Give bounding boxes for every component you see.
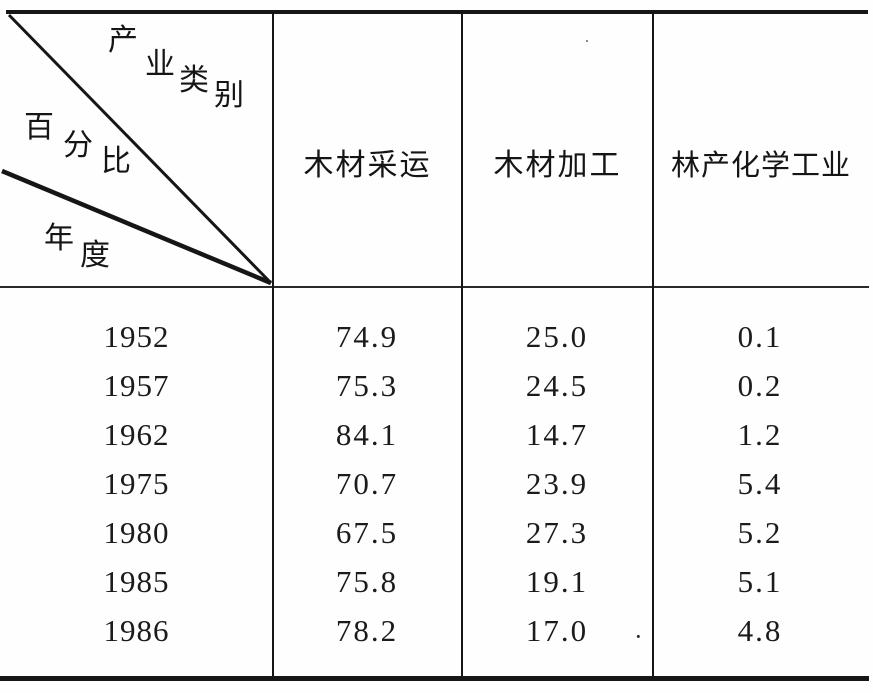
column-header-timber-harvesting: 木材采运 <box>303 149 432 182</box>
year-cell: 1957 <box>103 368 170 403</box>
corner-label-category-char: 产 <box>108 24 138 57</box>
value-cell: 0.1 <box>737 319 783 354</box>
table-row: 1980 67.5 27.3 5.2 <box>0 509 873 557</box>
corner-label-percent-char: 比 <box>101 145 131 178</box>
column-divider-2 <box>461 12 463 678</box>
year-cell: 1962 <box>103 417 170 452</box>
corner-diagonal-lower <box>1 168 272 286</box>
value-cell: 4.8 <box>737 613 783 648</box>
table-row: 1986 78.2 17.0 4.8 <box>0 607 873 655</box>
corner-label-category-char: 业 <box>145 48 175 81</box>
value-cell: 78.2 <box>335 613 399 648</box>
value-cell: 70.7 <box>335 466 399 501</box>
value-cell: 75.3 <box>335 368 399 403</box>
corner-diagonal-upper <box>7 13 273 285</box>
value-cell: 84.1 <box>335 417 399 452</box>
column-header-forest-chemical-industry: 林产化学工业 <box>670 150 851 182</box>
value-cell: 67.5 <box>335 515 399 550</box>
value-cell: 74.9 <box>335 319 399 354</box>
scan-noise-dot: · <box>584 31 590 51</box>
table-row: 1957 75.3 24.5 0.2 <box>0 362 873 410</box>
value-cell: 0.2 <box>737 368 783 403</box>
value-cell: 5.2 <box>737 515 783 550</box>
year-cell: 1980 <box>103 515 170 550</box>
corner-cell-diagonals <box>1 13 273 286</box>
table-row: 1985 75.8 19.1 5.1 <box>0 558 873 606</box>
value-cell: 5.4 <box>737 466 783 501</box>
table-top-border <box>6 10 868 14</box>
value-cell: 75.8 <box>335 564 399 599</box>
value-cell: 5.1 <box>737 564 783 599</box>
table-row: 1962 84.1 14.7 1.2 <box>0 411 873 459</box>
column-divider-3 <box>652 12 654 678</box>
value-cell: 25.0 <box>525 319 589 354</box>
corner-label-year-char: 年 <box>44 222 74 255</box>
value-cell: 24.5 <box>525 368 589 403</box>
year-cell: 1975 <box>103 466 170 501</box>
value-cell: 1.2 <box>737 417 783 452</box>
corner-label-year-char: 度 <box>80 239 110 272</box>
corner-label-percent-char: 分 <box>63 129 93 162</box>
value-cell: 23.9 <box>525 466 589 501</box>
corner-label-category-char: 别 <box>214 79 244 112</box>
year-cell: 1986 <box>103 613 170 648</box>
column-header-wood-processing: 木材加工 <box>493 149 622 182</box>
column-divider-1 <box>272 12 274 678</box>
year-cell: 1952 <box>103 319 170 354</box>
corner-label-percent-char: 百 <box>24 111 54 144</box>
value-cell: 14.7 <box>525 417 589 452</box>
stray-ink-dot: · <box>634 622 643 651</box>
value-cell: 17.0 <box>525 613 589 648</box>
value-cell: 19.1 <box>525 564 589 599</box>
corner-label-category-char: 类 <box>179 64 209 97</box>
table-bottom-border <box>0 676 869 681</box>
table-row: 1952 74.9 25.0 0.1 <box>0 313 873 361</box>
value-cell: 27.3 <box>525 515 589 550</box>
year-cell: 1985 <box>103 564 170 599</box>
table-row: 1975 70.7 23.9 5.4 <box>0 460 873 508</box>
header-separator-line <box>0 286 869 288</box>
